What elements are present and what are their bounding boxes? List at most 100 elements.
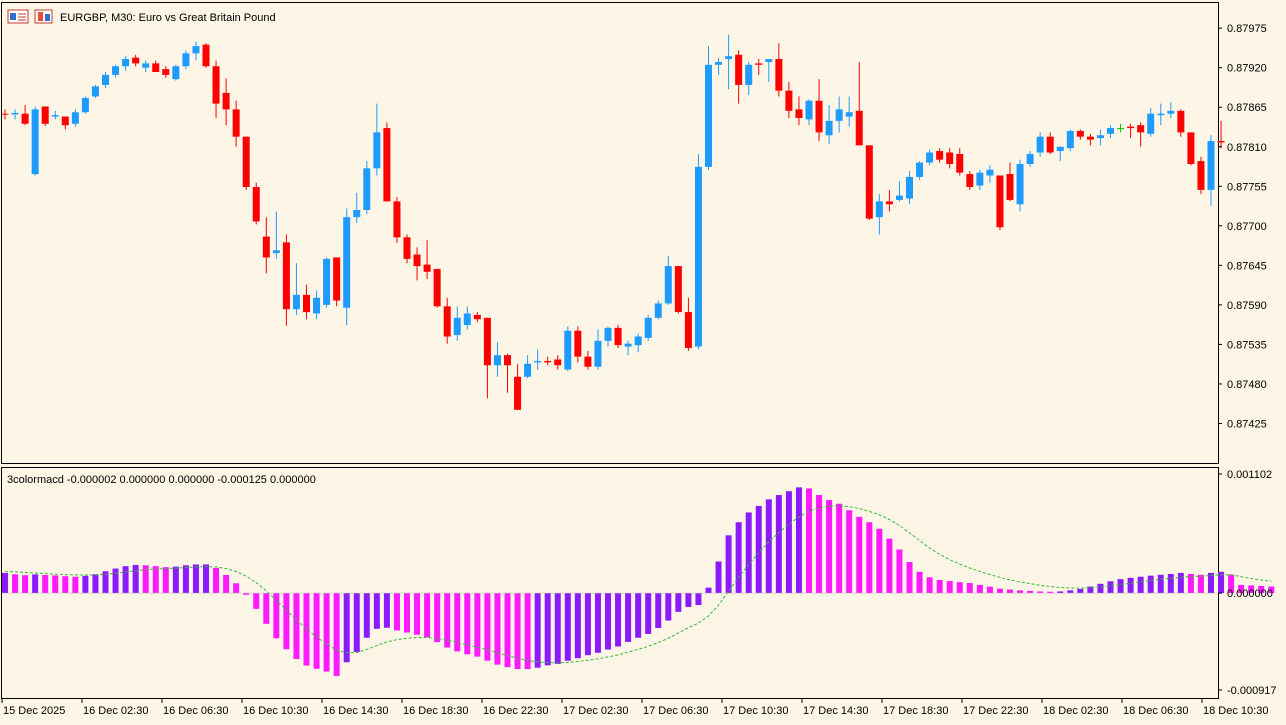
candle [805, 99, 813, 126]
macd-bar [192, 564, 199, 594]
macd-bar [615, 593, 622, 647]
candle [1137, 122, 1145, 147]
indicator-panel[interactable] [2, 487, 1275, 676]
candle [795, 96, 803, 126]
candle [674, 266, 682, 314]
candle-body [222, 92, 230, 110]
macd-bar [856, 516, 863, 594]
candle [463, 306, 471, 330]
candle [383, 122, 391, 202]
macd-bar [826, 499, 833, 594]
price-axis-label: 0.87920 [1227, 63, 1267, 75]
candle-body [343, 217, 351, 308]
candle-body [423, 264, 431, 272]
time-axis-label: 18 Dec 02:30 [1043, 705, 1108, 717]
indicator-list-icon[interactable] [7, 9, 29, 24]
candle [41, 106, 49, 126]
price-axis-label: 0.87480 [1227, 379, 1267, 391]
candle [483, 317, 491, 399]
macd-bar [946, 581, 953, 594]
candle [986, 165, 994, 183]
macd-bar [806, 488, 812, 594]
macd-bar [926, 577, 933, 594]
candle [634, 333, 642, 353]
macd-bar [393, 593, 400, 631]
candle-body [684, 312, 692, 348]
candle [1207, 135, 1215, 206]
candle-body [885, 201, 893, 205]
candle [31, 106, 39, 176]
symbol-window-icon[interactable] [34, 9, 53, 24]
candle-body [1107, 128, 1114, 134]
candle [735, 50, 743, 104]
time-axis-label: 17 Dec 22:30 [963, 705, 1028, 717]
macd-bar [625, 593, 632, 642]
candle-body [102, 74, 109, 85]
macd-bar [705, 587, 712, 594]
candle-body [232, 109, 240, 137]
macd-bar [263, 593, 270, 624]
candle [1086, 133, 1094, 146]
candle [343, 208, 351, 325]
candle-body [936, 151, 944, 160]
candle [202, 43, 210, 68]
candle-body [504, 355, 511, 366]
candle-body [443, 306, 451, 337]
candle-body [1056, 146, 1064, 152]
candle [504, 353, 511, 393]
candle [1066, 129, 1074, 152]
candle [1036, 132, 1044, 157]
macd-bar [1037, 591, 1044, 594]
macd-bar [253, 593, 260, 609]
macd-bar [182, 565, 189, 594]
candle-body [875, 201, 883, 218]
candle [443, 297, 451, 344]
candle [453, 306, 461, 341]
candle [1157, 103, 1165, 126]
candle [1147, 107, 1155, 137]
candle-body [132, 57, 140, 64]
candle [132, 54, 140, 67]
macd-bar [1268, 586, 1275, 594]
candle-body [514, 376, 522, 410]
candle [765, 59, 773, 83]
candle [684, 297, 692, 351]
time-axis-label: 18 Dec 06:30 [1123, 705, 1188, 717]
macd-bar [363, 593, 370, 638]
macd-bar [52, 575, 59, 594]
macd-bar [765, 499, 772, 594]
candle [1016, 159, 1024, 212]
macd-bar [72, 576, 79, 594]
macd-bar [574, 593, 581, 659]
axes: 0.87975 0.87920 0.87865 0.87810 0.87755 0.877… [1, 23, 1277, 717]
candle-body [735, 54, 743, 85]
candle-body [1076, 130, 1084, 137]
price-panel[interactable] [1, 34, 1225, 410]
time-axis-label: 15 Dec 2025 [3, 705, 65, 717]
candle-body [564, 330, 572, 370]
macd-bar [1238, 584, 1245, 594]
macd-bar [92, 574, 99, 594]
candle [524, 355, 532, 379]
candle-body [21, 113, 29, 124]
macd-bar [243, 593, 250, 595]
price-axis-label: 0.87755 [1227, 181, 1267, 193]
candle-body [1197, 161, 1205, 190]
candle [71, 109, 79, 127]
macd-bar [524, 593, 531, 670]
macd-bar [514, 593, 521, 670]
macd-bar [353, 593, 360, 652]
macd-bar [795, 487, 802, 594]
macd-bar [1157, 574, 1164, 594]
candle [996, 175, 1004, 231]
candle [664, 256, 672, 305]
candle-body [11, 112, 19, 115]
candle-body [1, 113, 9, 115]
macd-bar [1047, 591, 1054, 594]
macd-bar [1017, 590, 1024, 594]
candle-body [855, 110, 863, 146]
macd-bar [785, 491, 792, 594]
time-axis-label: 16 Dec 14:30 [323, 705, 388, 717]
candle [745, 61, 753, 95]
